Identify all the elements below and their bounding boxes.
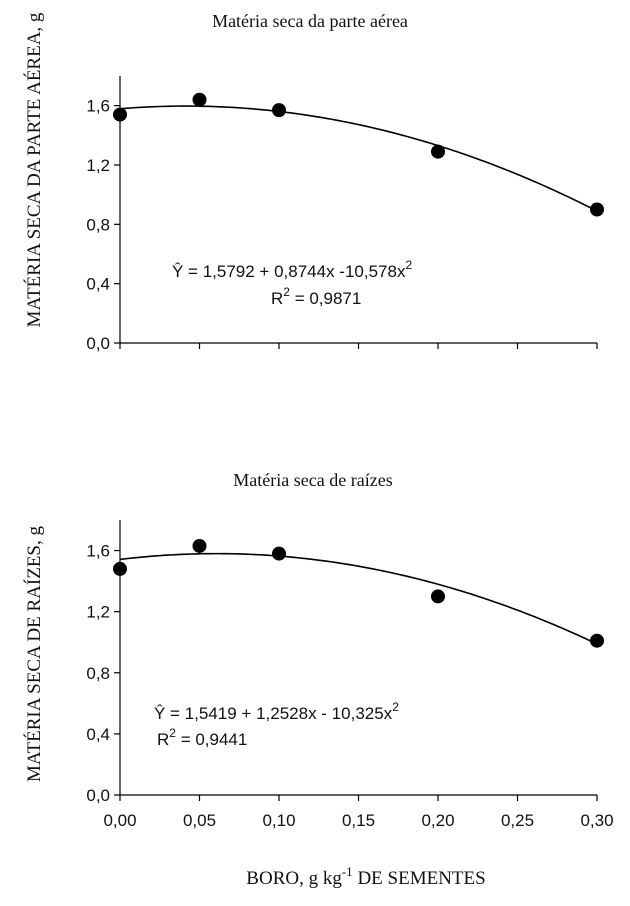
- chart-bottom-y-axis-label: MATÉRIA SECA DE RAÍZES, g: [23, 526, 45, 782]
- data-point: [113, 561, 127, 576]
- chart-top-title: Matéria seca da parte aérea: [212, 11, 408, 31]
- x-tick-label: 0,10: [262, 811, 295, 830]
- x-tick-label: 0,20: [421, 811, 454, 830]
- y-tick-label: 1,6: [86, 97, 110, 116]
- chart-top-y-axis-label: MATÉRIA SECA DA PARTE AÉREA, g: [23, 12, 45, 327]
- y-tick-label: 1,6: [86, 542, 110, 561]
- chart-top: Matéria seca da parte aérea MATÉRIA SECA…: [23, 11, 604, 353]
- chart-top-r2: R2 = 0,9871: [271, 285, 361, 308]
- data-point: [272, 546, 286, 561]
- x-tick-label: 0,25: [501, 811, 534, 830]
- y-tick-label: 0,4: [86, 725, 110, 744]
- chart-bottom-y-ticks: 0,0 0,4 0,8 1,2 1,6: [86, 542, 120, 805]
- y-tick-label: 0,0: [86, 786, 110, 805]
- chart-bottom-r2: R2 = 0,9441: [157, 726, 247, 749]
- chart-bottom-title: Matéria seca de raízes: [233, 470, 392, 490]
- data-point: [113, 107, 127, 122]
- data-point: [192, 538, 207, 553]
- x-tick-label: 0,00: [103, 811, 136, 830]
- data-point: [590, 633, 604, 648]
- y-tick-label: 1,2: [86, 156, 110, 175]
- y-tick-label: 0,4: [86, 275, 110, 294]
- chart-bottom-points: [113, 538, 604, 648]
- y-tick-label: 0,8: [86, 215, 110, 234]
- x-tick-label: 0,15: [342, 811, 375, 830]
- chart-top-fit-curve: [119, 105, 598, 212]
- x-tick-label: 0,30: [580, 811, 613, 830]
- chart-bottom-equation: Ŷ = 1,5419 + 1,2528x - 10,325x2: [154, 700, 399, 723]
- y-tick-label: 0,0: [86, 334, 110, 353]
- chart-top-x-ticks: [119, 343, 598, 349]
- chart-top-equation: Ŷ = 1,5792 + 0,8744x -10,578x2: [172, 258, 412, 281]
- data-point: [590, 202, 604, 217]
- chart-bottom-x-axis-label: BORO, g kg-1 DE SEMENTES: [246, 864, 485, 889]
- chart-bottom: Matéria seca de raízes MATÉRIA SECA DE R…: [23, 470, 614, 889]
- y-tick-label: 0,8: [86, 664, 110, 683]
- chart-bottom-x-ticks: 0,00 0,05 0,10 0,15 0,20 0,25 0,30: [103, 795, 614, 830]
- chart-bottom-fit-curve: [119, 552, 598, 645]
- data-point: [431, 144, 445, 159]
- chart-top-points: [113, 92, 604, 217]
- data-point: [272, 103, 286, 118]
- y-tick-label: 1,2: [86, 603, 110, 622]
- x-tick-label: 0,05: [183, 811, 216, 830]
- data-point: [431, 589, 445, 604]
- chart-top-y-ticks: 0,0 0,4 0,8 1,2 1,6: [86, 97, 120, 353]
- data-point: [192, 92, 207, 107]
